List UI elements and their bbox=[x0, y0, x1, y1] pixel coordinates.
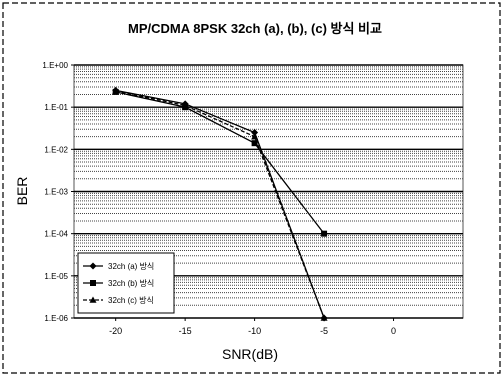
y-axis-ticks: 1.E+00 1.E-01 1.E-02 1.E-03 1.E-04 1.E-05 1.E-… bbox=[42, 61, 74, 323]
data-point-triangle bbox=[89, 296, 97, 303]
x-tick-label: -5 bbox=[320, 326, 328, 336]
legend-label: 32ch (c) 방식 bbox=[108, 295, 154, 305]
y-tick-label: 1.E-04 bbox=[44, 230, 68, 239]
data-point-triangle bbox=[251, 133, 259, 140]
data-point-triangle bbox=[320, 314, 328, 321]
data-point-diamond bbox=[89, 262, 97, 270]
series-lines bbox=[112, 86, 328, 322]
y-tick-label: 1.E-03 bbox=[44, 188, 68, 197]
chart-title: MP/CDMA 8PSK 32ch (a), (b), (c) 방식 비교 bbox=[128, 21, 382, 36]
data-point-triangle bbox=[181, 101, 189, 109]
legend-label: 32ch (a) 방식 bbox=[108, 261, 154, 271]
y-tick-label: 1.E-02 bbox=[44, 145, 68, 154]
series-line bbox=[115, 91, 325, 235]
data-point-square bbox=[90, 280, 96, 286]
x-tick-label: -15 bbox=[179, 326, 192, 336]
data-point-square bbox=[251, 140, 258, 147]
data-point-diamond bbox=[251, 129, 259, 137]
legend-label: 32ch (b) 방식 bbox=[108, 278, 154, 288]
data-point-square bbox=[321, 230, 328, 237]
x-tick-label: 0 bbox=[391, 326, 396, 336]
data-point-triangle bbox=[112, 87, 120, 94]
legend: 32ch (a) 방식 32ch (b) 방식 32ch (c) 방식 bbox=[77, 252, 175, 314]
x-axis-label: SNR(dB) bbox=[222, 346, 278, 362]
series-line bbox=[115, 89, 325, 319]
y-tick-label: 1.E-06 bbox=[44, 314, 68, 323]
series-line bbox=[115, 90, 325, 319]
y-tick-label: 1.E+00 bbox=[42, 61, 68, 70]
y-tick-label: 1.E-05 bbox=[44, 272, 68, 281]
y-axis-label: BER bbox=[14, 177, 30, 206]
y-tick-label: 1.E-01 bbox=[44, 103, 68, 112]
x-tick-label: -20 bbox=[109, 326, 122, 336]
x-tick-label: -10 bbox=[248, 326, 261, 336]
